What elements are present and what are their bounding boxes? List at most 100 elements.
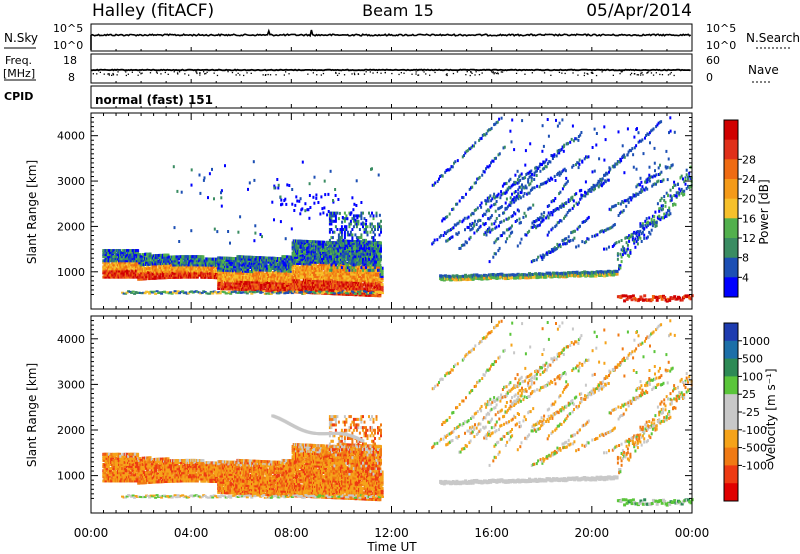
power-cell xyxy=(354,255,357,259)
power-cell xyxy=(249,255,253,259)
freq-strip: Freq. [MHz] 18 8 60 0 Nave xyxy=(3,53,779,84)
power-cell xyxy=(336,244,339,248)
power-cell xyxy=(365,222,367,226)
power-cell xyxy=(256,286,260,290)
power-cell xyxy=(351,260,354,264)
power-cell xyxy=(338,211,341,215)
power-cell xyxy=(360,201,363,204)
nave-dot xyxy=(429,74,431,76)
power-cell xyxy=(273,269,277,273)
power-cell xyxy=(330,244,333,248)
power-cell xyxy=(360,214,363,218)
nave-dot xyxy=(243,74,245,77)
power-cell xyxy=(528,229,531,233)
power-cell xyxy=(131,273,135,277)
power-cell xyxy=(343,233,346,237)
power-cell xyxy=(317,201,320,204)
power-cell xyxy=(493,192,496,196)
power-cell xyxy=(271,285,275,289)
nave-dot xyxy=(497,72,499,74)
power-cell xyxy=(375,249,378,253)
power-cell xyxy=(363,260,366,264)
power-cell xyxy=(375,263,378,267)
power-cell xyxy=(296,247,300,251)
power-cell xyxy=(319,269,323,273)
power-cell xyxy=(520,188,523,192)
power-cell xyxy=(320,292,324,295)
power-cell xyxy=(150,260,154,264)
power-cell xyxy=(308,216,311,220)
power-cell xyxy=(527,180,530,184)
power-cell xyxy=(333,241,336,245)
power-cell xyxy=(543,211,546,215)
power-cell xyxy=(127,269,131,273)
power-cell xyxy=(284,237,287,241)
nave-dot xyxy=(590,71,592,74)
power-cell xyxy=(139,265,143,269)
power-cell xyxy=(369,252,372,256)
power-cell xyxy=(345,241,348,245)
power-cell xyxy=(349,222,352,226)
power-cell xyxy=(104,275,108,279)
power-cell xyxy=(514,196,517,200)
power-cell xyxy=(274,261,278,264)
power-cell xyxy=(378,247,382,251)
power-cell xyxy=(369,255,373,259)
power-cell xyxy=(262,258,266,262)
power-cell xyxy=(137,277,141,281)
nave-dot xyxy=(446,73,448,75)
power-cell xyxy=(337,217,340,221)
power-cell xyxy=(378,257,381,261)
power-cell xyxy=(301,160,304,164)
power-cell xyxy=(471,221,474,225)
power-cell xyxy=(341,220,344,224)
power-cell xyxy=(299,247,303,251)
power-cell xyxy=(371,222,373,226)
power-cell xyxy=(190,259,194,263)
power-cell xyxy=(378,251,382,255)
power-cell xyxy=(377,244,379,248)
nave-dot xyxy=(125,71,127,73)
power-cell xyxy=(186,255,190,259)
power-cell xyxy=(358,228,361,231)
power-cell xyxy=(366,263,369,267)
nave-dot xyxy=(583,72,586,74)
power-cell xyxy=(478,175,481,179)
nave-dot xyxy=(167,73,169,75)
power-cell xyxy=(343,230,346,234)
power-cell xyxy=(462,196,465,200)
nave-dot xyxy=(403,72,405,74)
power-cell xyxy=(277,186,280,190)
power-cell xyxy=(299,245,303,249)
power-cell xyxy=(333,219,336,223)
power-cell xyxy=(366,285,369,289)
power-cell xyxy=(346,266,349,270)
nave-dot xyxy=(155,71,158,73)
power-cell xyxy=(332,249,336,253)
nsky-trace xyxy=(90,28,692,50)
power-cell xyxy=(564,182,567,186)
power-cell xyxy=(125,275,129,279)
power-cell xyxy=(584,190,586,194)
power-cell xyxy=(233,259,236,263)
nave-dot xyxy=(515,72,518,74)
power-cell xyxy=(123,261,127,265)
site-title: Halley (fitACF) xyxy=(92,1,214,21)
nave-dot xyxy=(415,71,417,73)
power-cell xyxy=(366,268,369,272)
power-cell xyxy=(271,200,274,204)
power-cell xyxy=(363,247,366,250)
power-cell xyxy=(363,238,366,242)
nave-dot xyxy=(338,72,340,75)
power-cell xyxy=(330,236,333,240)
nave-dot xyxy=(423,71,425,73)
nave-dot xyxy=(629,74,632,76)
power-cell xyxy=(123,263,127,267)
power-cell xyxy=(109,273,112,277)
nave-dot xyxy=(112,73,114,76)
power-cell xyxy=(176,290,180,293)
power-cell xyxy=(283,257,287,261)
power-cell xyxy=(444,215,447,219)
power-cell xyxy=(368,247,370,250)
